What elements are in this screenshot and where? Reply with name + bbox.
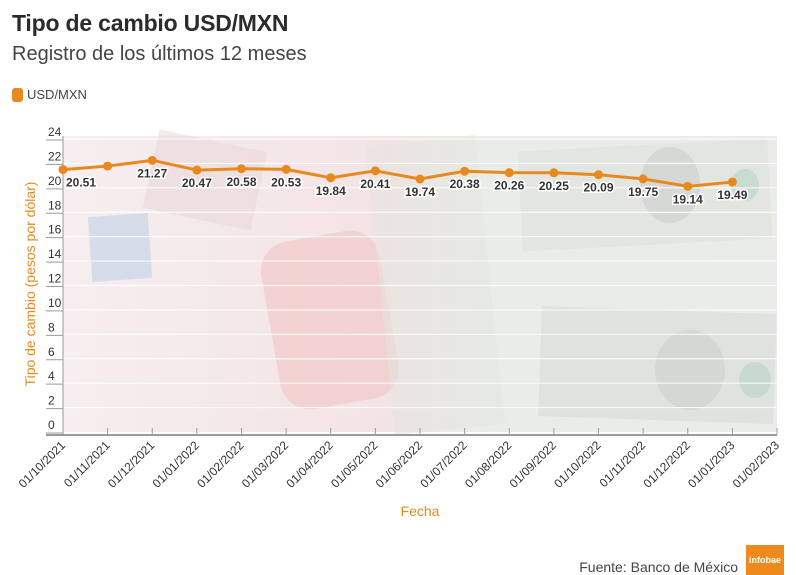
- x-tick-label: 01/02/2023: [730, 438, 783, 491]
- x-tick-label: 01/08/2022: [462, 438, 515, 491]
- infobae-logo: infobae: [746, 545, 784, 575]
- gridlines: [63, 138, 777, 409]
- legend-swatch-icon: [12, 87, 23, 102]
- y-tick-label: 0: [48, 418, 55, 432]
- x-tick-label: 01/07/2022: [417, 438, 470, 491]
- x-tick-label: 01/01/2023: [685, 438, 738, 491]
- x-tick-label: 01/02/2022: [194, 438, 247, 491]
- data-point: [58, 165, 68, 175]
- data-point: [638, 174, 648, 184]
- data-point: [103, 161, 113, 171]
- y-tick-label: 12: [48, 272, 62, 286]
- legend: USD/MXN: [12, 87, 87, 102]
- chart-subtitle: Registro de los últimos 12 meses: [12, 43, 307, 65]
- data-point: [326, 173, 336, 183]
- data-point: [683, 181, 693, 191]
- x-tick-label: 01/01/2022: [150, 438, 203, 491]
- data-point: [594, 170, 603, 180]
- data-point: [370, 166, 380, 176]
- legend-label: USD/MXN: [27, 87, 87, 102]
- x-tick-label: 01/03/2022: [239, 438, 292, 491]
- x-tick-label: 01/04/2022: [284, 438, 337, 491]
- data-point: [504, 168, 514, 178]
- data-label: 20.51: [66, 176, 96, 190]
- data-label: 20.09: [583, 181, 613, 195]
- y-tick-label: 8: [48, 320, 55, 334]
- data-label: 19.75: [628, 185, 658, 199]
- y-tick-label: 22: [48, 149, 62, 163]
- y-tick-label: 14: [48, 247, 62, 261]
- data-point: [281, 164, 291, 174]
- data-point: [415, 174, 425, 184]
- data-label: 20.47: [182, 176, 212, 190]
- y-tick-label: 2: [48, 394, 55, 408]
- data-label: 20.41: [360, 177, 390, 191]
- y-tick-label: 4: [48, 369, 55, 383]
- data-label: 21.27: [137, 166, 167, 180]
- y-tick-label: 6: [48, 345, 55, 359]
- y-tick-label: 18: [48, 198, 62, 212]
- data-label: 19.74: [405, 185, 435, 199]
- data-point: [147, 155, 157, 165]
- series-usd-mxn: 20.51 21.27 20.47 20.58 20.53 19.84 20.41 19.74…: [58, 155, 749, 208]
- data-point: [237, 164, 246, 174]
- y-tick-label: 16: [48, 223, 62, 237]
- data-point: [192, 165, 202, 175]
- data-point: [727, 177, 737, 187]
- data-label: 19.84: [316, 184, 346, 198]
- x-tick-label: 01/10/2021: [16, 438, 69, 491]
- y-tick-label: 20: [48, 174, 62, 188]
- data-label: 20.53: [271, 175, 301, 189]
- x-tick-label: 01/12/2021: [105, 438, 158, 491]
- data-label: 19.49: [717, 188, 747, 202]
- x-tick-label: 01/06/2022: [373, 438, 426, 491]
- data-label: 20.38: [450, 177, 480, 191]
- x-axis: 01/10/202101/11/202101/12/202101/01/2022…: [16, 428, 783, 491]
- x-axis-title: Fecha: [401, 503, 440, 519]
- source-note: Fuente: Banco de México: [579, 559, 738, 575]
- y-tick-label: 10: [48, 296, 62, 310]
- data-point: [460, 166, 470, 176]
- x-tick-label: 01/05/2022: [328, 438, 381, 491]
- data-point: [549, 168, 559, 178]
- data-label: 20.58: [226, 175, 256, 189]
- data-label: 20.26: [494, 179, 524, 193]
- data-label: 19.14: [673, 192, 703, 206]
- x-tick-label: 01/09/2022: [507, 438, 560, 491]
- chart-title: Tipo de cambio USD/MXN: [12, 10, 289, 36]
- data-label: 20.25: [539, 179, 569, 193]
- x-tick-label: 01/10/2022: [551, 438, 604, 491]
- y-tick-label: 24: [48, 125, 62, 139]
- y-axis-title: Tipo de cambio (pesos por dólar): [22, 182, 38, 387]
- x-tick-label: 01/12/2022: [641, 438, 694, 491]
